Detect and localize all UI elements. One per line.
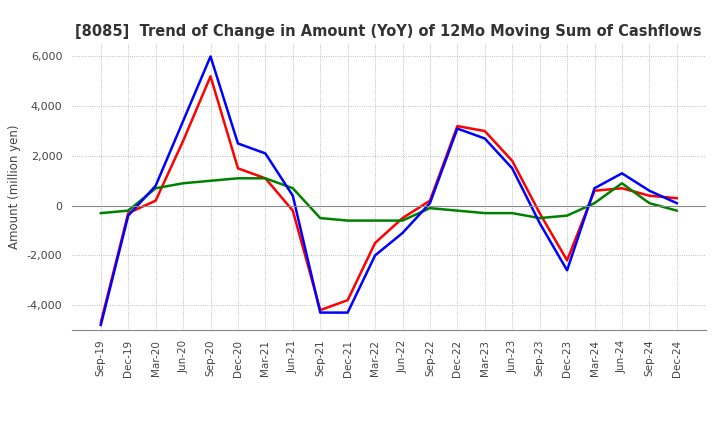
Y-axis label: Amount (million yen): Amount (million yen) bbox=[8, 125, 21, 249]
Operating Cashflow bbox=[151, 198, 160, 203]
Free Cashflow bbox=[618, 171, 626, 176]
Investing Cashflow bbox=[645, 201, 654, 206]
Title: [8085]  Trend of Change in Amount (YoY) of 12Mo Moving Sum of Cashflows: [8085] Trend of Change in Amount (YoY) o… bbox=[76, 24, 702, 39]
Free Cashflow bbox=[480, 136, 489, 141]
Operating Cashflow bbox=[398, 216, 407, 221]
Operating Cashflow bbox=[343, 297, 352, 303]
Free Cashflow bbox=[426, 201, 434, 206]
Free Cashflow bbox=[316, 310, 325, 315]
Free Cashflow bbox=[508, 166, 516, 171]
Investing Cashflow bbox=[563, 213, 572, 218]
Investing Cashflow bbox=[618, 181, 626, 186]
Investing Cashflow bbox=[426, 205, 434, 211]
Investing Cashflow bbox=[96, 210, 105, 216]
Free Cashflow bbox=[563, 268, 572, 273]
Investing Cashflow bbox=[289, 186, 297, 191]
Operating Cashflow bbox=[590, 188, 599, 193]
Investing Cashflow bbox=[590, 201, 599, 206]
Investing Cashflow bbox=[480, 210, 489, 216]
Free Cashflow bbox=[343, 310, 352, 315]
Investing Cashflow bbox=[233, 176, 242, 181]
Free Cashflow bbox=[590, 186, 599, 191]
Operating Cashflow bbox=[672, 195, 681, 201]
Investing Cashflow bbox=[453, 208, 462, 213]
Operating Cashflow bbox=[261, 176, 270, 181]
Operating Cashflow bbox=[371, 240, 379, 246]
Free Cashflow bbox=[398, 231, 407, 236]
Operating Cashflow bbox=[508, 158, 516, 164]
Free Cashflow bbox=[536, 220, 544, 226]
Free Cashflow bbox=[453, 126, 462, 131]
Operating Cashflow bbox=[233, 166, 242, 171]
Line: Investing Cashflow: Investing Cashflow bbox=[101, 178, 677, 220]
Investing Cashflow bbox=[398, 218, 407, 223]
Operating Cashflow bbox=[453, 124, 462, 129]
Investing Cashflow bbox=[206, 178, 215, 183]
Investing Cashflow bbox=[508, 210, 516, 216]
Operating Cashflow bbox=[206, 73, 215, 79]
Operating Cashflow bbox=[96, 320, 105, 325]
Investing Cashflow bbox=[179, 181, 187, 186]
Investing Cashflow bbox=[672, 208, 681, 213]
Free Cashflow bbox=[233, 141, 242, 146]
Line: Free Cashflow: Free Cashflow bbox=[101, 56, 677, 325]
Investing Cashflow bbox=[124, 208, 132, 213]
Free Cashflow bbox=[179, 118, 187, 124]
Operating Cashflow bbox=[563, 258, 572, 263]
Free Cashflow bbox=[672, 201, 681, 206]
Free Cashflow bbox=[124, 213, 132, 218]
Free Cashflow bbox=[289, 193, 297, 198]
Free Cashflow bbox=[206, 54, 215, 59]
Investing Cashflow bbox=[371, 218, 379, 223]
Free Cashflow bbox=[645, 188, 654, 193]
Line: Operating Cashflow: Operating Cashflow bbox=[101, 76, 677, 323]
Operating Cashflow bbox=[316, 308, 325, 313]
Operating Cashflow bbox=[536, 210, 544, 216]
Operating Cashflow bbox=[289, 208, 297, 213]
Operating Cashflow bbox=[124, 210, 132, 216]
Investing Cashflow bbox=[316, 216, 325, 221]
Investing Cashflow bbox=[536, 216, 544, 221]
Operating Cashflow bbox=[426, 198, 434, 203]
Free Cashflow bbox=[96, 323, 105, 328]
Free Cashflow bbox=[371, 253, 379, 258]
Investing Cashflow bbox=[261, 176, 270, 181]
Operating Cashflow bbox=[618, 186, 626, 191]
Investing Cashflow bbox=[343, 218, 352, 223]
Free Cashflow bbox=[151, 183, 160, 188]
Operating Cashflow bbox=[480, 128, 489, 134]
Operating Cashflow bbox=[645, 193, 654, 198]
Investing Cashflow bbox=[151, 186, 160, 191]
Free Cashflow bbox=[261, 151, 270, 156]
Operating Cashflow bbox=[179, 138, 187, 143]
